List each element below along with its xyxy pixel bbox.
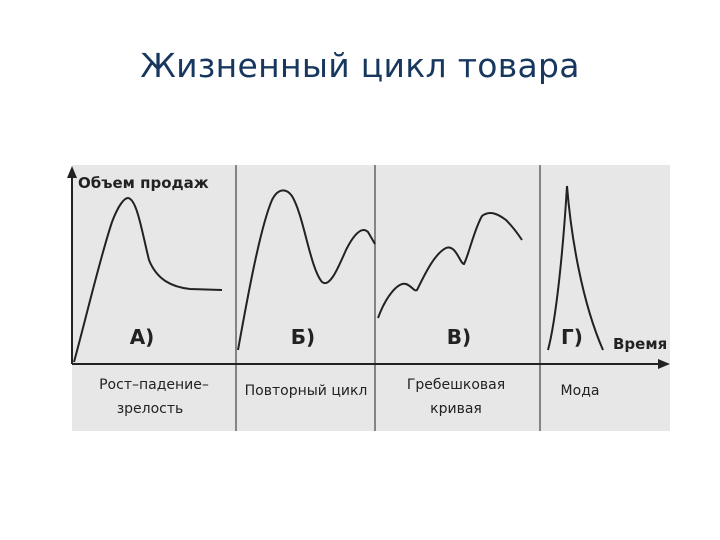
- diagram-background: [72, 165, 670, 431]
- caption-a-line2: зрелость: [117, 401, 184, 417]
- panel-letter-a: А): [130, 325, 155, 349]
- caption-b-line1: Повторный цикл: [245, 383, 368, 399]
- x-axis-arrow: [658, 359, 670, 369]
- caption-d-line1: Мода: [561, 383, 600, 399]
- slide-title: Жизненный цикл товара: [140, 46, 580, 85]
- y-axis-arrow: [67, 166, 77, 178]
- y-axis-label: Объем продаж: [78, 174, 209, 192]
- caption-c-line2: кривая: [430, 401, 482, 417]
- curve-a-growth-decline-maturity: [73, 196, 223, 363]
- curve-c-scalloped: [377, 212, 523, 319]
- caption-a-line1: Рост–падение–: [99, 377, 209, 393]
- panel-letter-c: В): [447, 325, 471, 349]
- x-axis-label: Время: [613, 335, 667, 353]
- panel-letter-d: Г): [561, 325, 583, 349]
- caption-c-line1: Гребешковая: [407, 377, 505, 393]
- curve-b-repeated-cycle: [237, 189, 376, 351]
- curve-d-fashion: [547, 185, 604, 351]
- panel-letter-b: Б): [291, 325, 315, 349]
